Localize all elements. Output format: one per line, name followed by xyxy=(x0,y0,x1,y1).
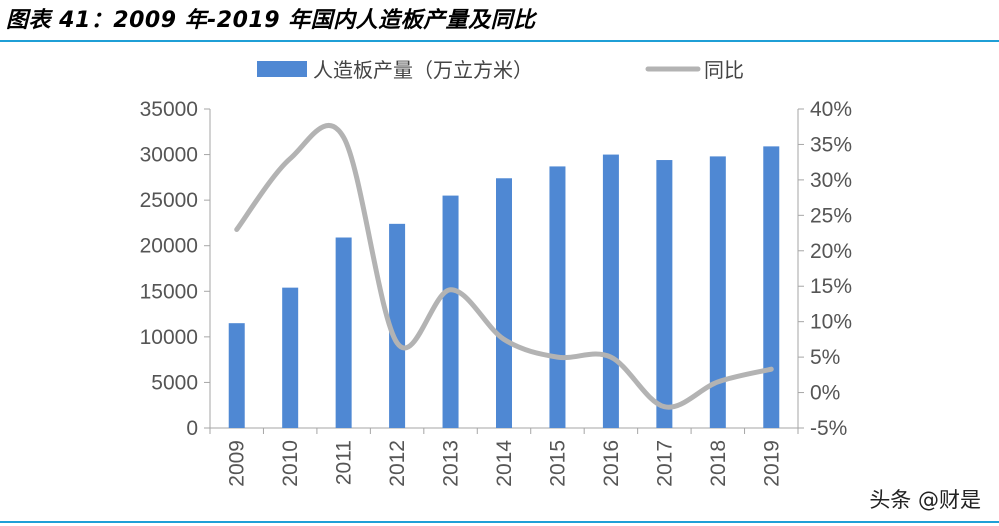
legend-label-bar: 人造板产量（万立方米） xyxy=(313,58,533,82)
y-left-tick-label: 5000 xyxy=(151,371,198,394)
y-right-tick-label: -5% xyxy=(810,417,847,440)
legend-label-line: 同比 xyxy=(704,58,744,82)
bar-production xyxy=(389,223,406,428)
x-tick-label: 2014 xyxy=(493,440,516,487)
y-left-tick-label: 15000 xyxy=(140,280,198,303)
x-tick-label: 2010 xyxy=(279,440,302,487)
x-tick-label: 2012 xyxy=(386,440,409,487)
bar-production xyxy=(282,287,299,428)
y-right-tick-label: 25% xyxy=(810,204,852,227)
y-right-tick-label: 0% xyxy=(810,382,840,405)
legend: 人造板产量（万立方米） 同比 xyxy=(257,58,744,82)
bar-production xyxy=(549,166,566,429)
y-left-tick-label: 35000 xyxy=(140,98,198,121)
bar-production xyxy=(228,323,245,428)
y-right-tick-label: 15% xyxy=(810,275,852,298)
x-tick-label: 2016 xyxy=(600,440,623,487)
x-tick-label: 2018 xyxy=(707,440,730,487)
y-left-tick-label: 0 xyxy=(186,417,198,440)
y-left-tick-label: 30000 xyxy=(140,144,198,167)
bar-production xyxy=(335,237,352,428)
top-divider xyxy=(0,40,999,42)
y-left-tick-label: 25000 xyxy=(140,189,198,212)
y-right-tick-label: 35% xyxy=(810,133,852,156)
y-right-tick-label: 30% xyxy=(810,169,852,192)
y-right-tick-label: 10% xyxy=(810,311,852,334)
bar-production xyxy=(656,160,673,429)
bar-production xyxy=(763,146,780,428)
x-tick-label: 2011 xyxy=(333,440,356,485)
y-right-tick-label: 5% xyxy=(810,346,840,369)
y-right-tick-label: 20% xyxy=(810,240,852,263)
bottom-divider xyxy=(0,521,999,523)
x-tick-label: 2017 xyxy=(653,440,676,487)
x-tick-label: 2013 xyxy=(440,440,463,487)
x-tick-label: 2009 xyxy=(226,440,249,487)
bar-production xyxy=(602,154,619,429)
line-yoy xyxy=(234,123,774,410)
watermark: 头条 @财是 xyxy=(869,488,981,512)
bar-production xyxy=(709,156,726,428)
x-tick-label: 2015 xyxy=(546,440,569,487)
y-left-tick-label: 10000 xyxy=(140,326,198,349)
bar-production xyxy=(442,195,459,428)
chart-title: 图表 41：2009 年-2019 年国内人造板产量及同比 xyxy=(6,8,536,33)
x-tick-label: 2019 xyxy=(760,440,783,487)
bar-production xyxy=(496,178,512,428)
y-left-tick-label: 20000 xyxy=(140,235,198,258)
legend-swatch-bar xyxy=(257,61,307,77)
y-right-tick-label: 40% xyxy=(810,98,852,121)
